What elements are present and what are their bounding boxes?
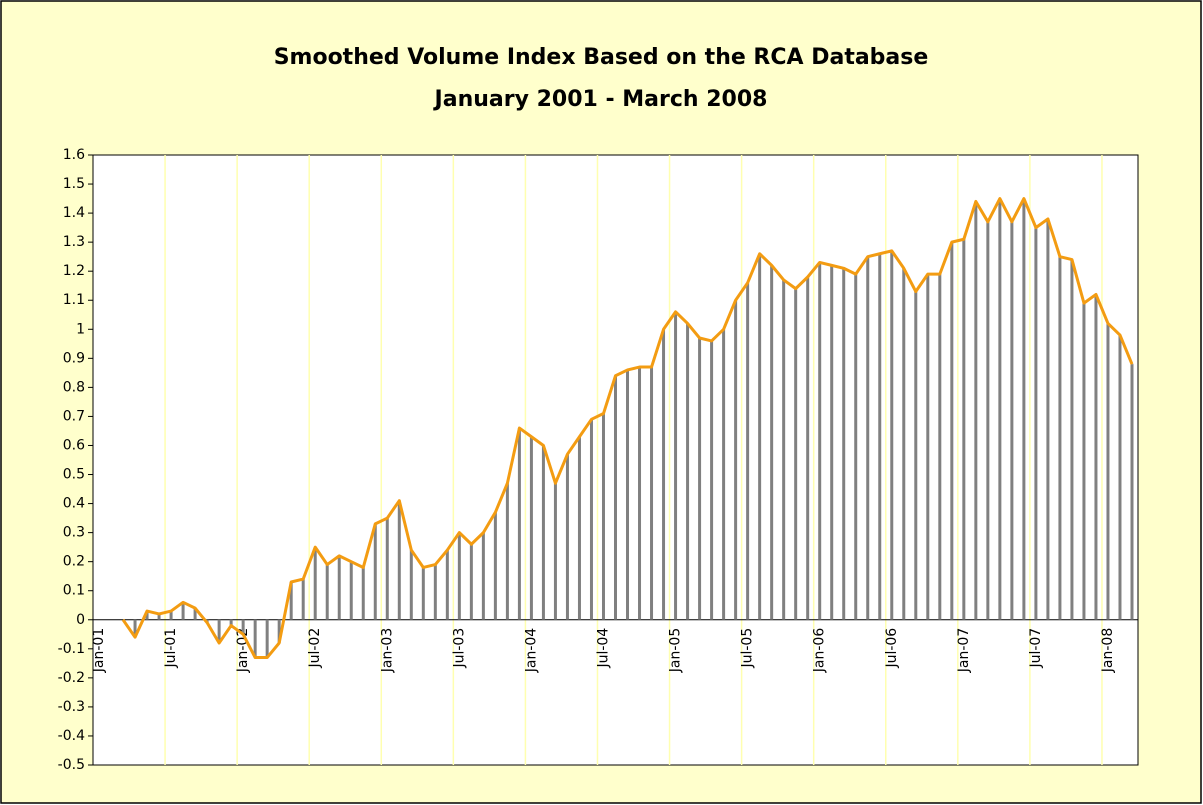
data-line <box>121 197 1134 660</box>
x-tick-label: Jul-05 <box>740 628 756 669</box>
y-tick-label: 0.9 <box>63 350 85 366</box>
y-tick-label: 0.1 <box>63 583 85 599</box>
x-tick-label: Jul-02 <box>307 628 323 669</box>
y-tick-label: 1.6 <box>63 147 85 163</box>
y-tick-label: 1.1 <box>63 292 85 308</box>
x-tick-label: Jan-06 <box>812 628 828 674</box>
y-tick-label: -0.3 <box>58 699 85 715</box>
x-tick-label: Jul-07 <box>1028 628 1044 669</box>
y-tick-label: 1.4 <box>63 205 85 221</box>
y-tick-label: -0.2 <box>58 670 85 686</box>
y-tick-label: 0.2 <box>63 554 85 570</box>
y-tick-label: 0.6 <box>63 437 85 453</box>
y-tick-label: 1.2 <box>63 263 85 279</box>
y-tick-label: 1 <box>76 321 85 337</box>
x-tick-label: Jan-08 <box>1100 628 1116 673</box>
chart-subtitle: January 2001 - March 2008 <box>433 87 768 112</box>
y-tick-label: -0.5 <box>58 757 85 773</box>
y-tick-label: -0.1 <box>58 641 85 657</box>
y-tick-label: 0 <box>76 612 85 628</box>
x-tick-label: Jan-03 <box>379 628 395 673</box>
x-tick-label: Jan-01 <box>91 628 107 673</box>
x-tick-label: Jul-03 <box>451 628 467 669</box>
y-tick-label: -0.4 <box>58 728 85 744</box>
y-tick-label: 1.5 <box>63 176 85 192</box>
y-tick-label: 0.3 <box>63 525 85 541</box>
x-tick-label: Jul-06 <box>884 628 900 669</box>
x-tick-label: Jan-07 <box>956 628 972 673</box>
y-tick-label: 0.4 <box>63 496 85 512</box>
x-tick-label: Jul-04 <box>595 628 611 669</box>
y-tick-label: 1.3 <box>63 234 85 250</box>
y-tick-label: 0.5 <box>63 467 85 483</box>
chart-title: Smoothed Volume Index Based on the RCA D… <box>274 45 929 70</box>
x-tick-label: Jan-04 <box>523 628 539 674</box>
y-tick-label: 0.8 <box>63 379 85 395</box>
x-tick-label: Jan-05 <box>668 628 684 673</box>
y-tick-label: 0.7 <box>63 408 85 424</box>
x-tick-label: Jul-01 <box>163 628 179 669</box>
